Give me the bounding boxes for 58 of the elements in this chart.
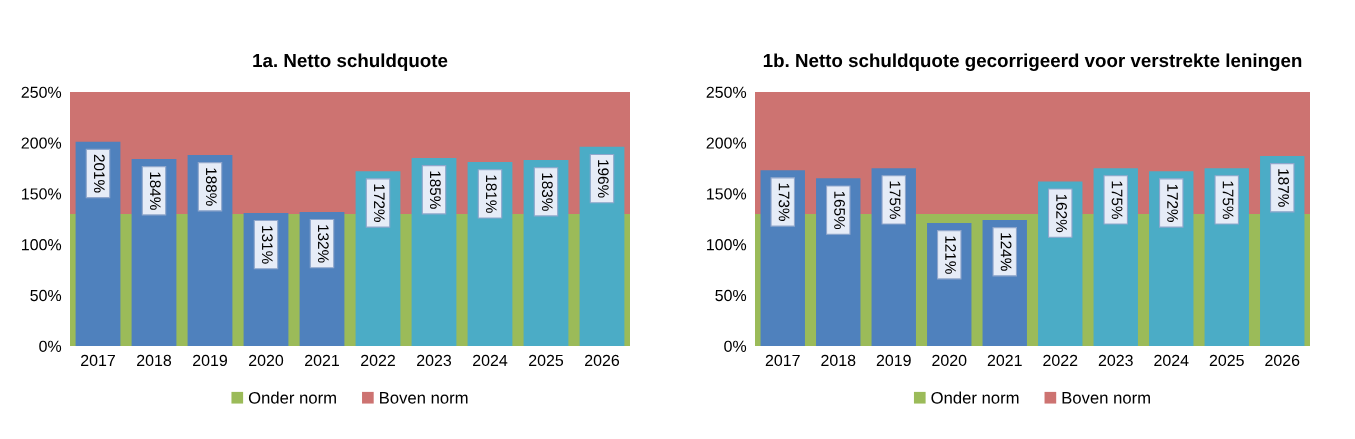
x-tick-label: 2024 <box>1154 354 1189 367</box>
legend-label: Boven norm <box>1062 392 1150 404</box>
x-tick-label: 2020 <box>249 354 284 367</box>
y-tick-label: 150% <box>22 188 62 200</box>
x-tick-label: 2017 <box>765 354 800 367</box>
y-tick-label: 100% <box>707 239 747 251</box>
y-tick-label: 250% <box>21 86 62 98</box>
y-tick-label: 0% <box>39 340 62 352</box>
data-label: 175% <box>1111 181 1123 219</box>
data-label: 201% <box>93 154 105 193</box>
x-tick-label: 2023 <box>417 354 452 367</box>
chart-title: 1a. Netto schuldquote <box>253 53 448 71</box>
legend-label: Onder norm <box>931 391 1019 404</box>
y-tick-label: 200% <box>706 137 747 149</box>
data-label: 187% <box>1278 169 1289 207</box>
y-tick-label: 200% <box>21 137 62 149</box>
x-tick-label: 2022 <box>1043 354 1078 367</box>
y-tick-label: 250% <box>706 86 747 98</box>
data-label: 183% <box>541 173 553 211</box>
x-tick-label: 2018 <box>137 354 172 367</box>
x-tick-label: 2025 <box>1209 354 1244 367</box>
data-label: 196% <box>597 160 609 198</box>
x-tick-label: 2017 <box>81 354 115 367</box>
data-label: 121% <box>945 236 956 274</box>
data-label: 173% <box>778 183 790 221</box>
x-tick-label: 2021 <box>987 354 1022 367</box>
x-tick-label: 2023 <box>1098 354 1133 367</box>
legend-label: Onder norm <box>248 391 336 404</box>
data-label: 165% <box>834 191 845 230</box>
x-tick-label: 2021 <box>305 354 339 367</box>
y-tick-label: 100% <box>22 239 62 251</box>
x-tick-label: 2018 <box>821 354 856 367</box>
data-label: 185% <box>429 171 441 209</box>
data-label: 132% <box>317 225 329 263</box>
x-tick-label: 2026 <box>1265 354 1300 367</box>
data-label: 175% <box>889 181 901 219</box>
data-label: 131% <box>261 226 273 264</box>
y-tick-label: 50% <box>30 289 62 302</box>
x-tick-label: 2026 <box>585 354 620 367</box>
x-tick-label: 2022 <box>361 354 395 367</box>
x-tick-label: 2024 <box>473 354 508 367</box>
data-label: 175% <box>1222 181 1234 219</box>
data-label: 181% <box>485 175 497 213</box>
x-tick-label: 2019 <box>193 354 228 367</box>
y-tick-label: 50% <box>715 289 747 302</box>
data-label: 162% <box>1056 194 1067 233</box>
chart-title: 1b. Netto schuldquote gecorrigeerd voor verstrekte leningen <box>763 53 1302 71</box>
x-tick-label: 2025 <box>529 354 564 367</box>
data-label: 124% <box>1000 233 1012 271</box>
data-label: 172% <box>1167 184 1178 222</box>
legend-label: Boven norm <box>380 392 468 404</box>
x-tick-label: 2019 <box>876 354 911 367</box>
y-tick-label: 150% <box>707 188 747 200</box>
y-tick-label: 0% <box>724 340 747 352</box>
data-label: 172% <box>373 184 385 222</box>
data-label: 184% <box>149 172 161 210</box>
x-tick-label: 2020 <box>932 354 967 367</box>
data-label: 188% <box>205 168 217 206</box>
